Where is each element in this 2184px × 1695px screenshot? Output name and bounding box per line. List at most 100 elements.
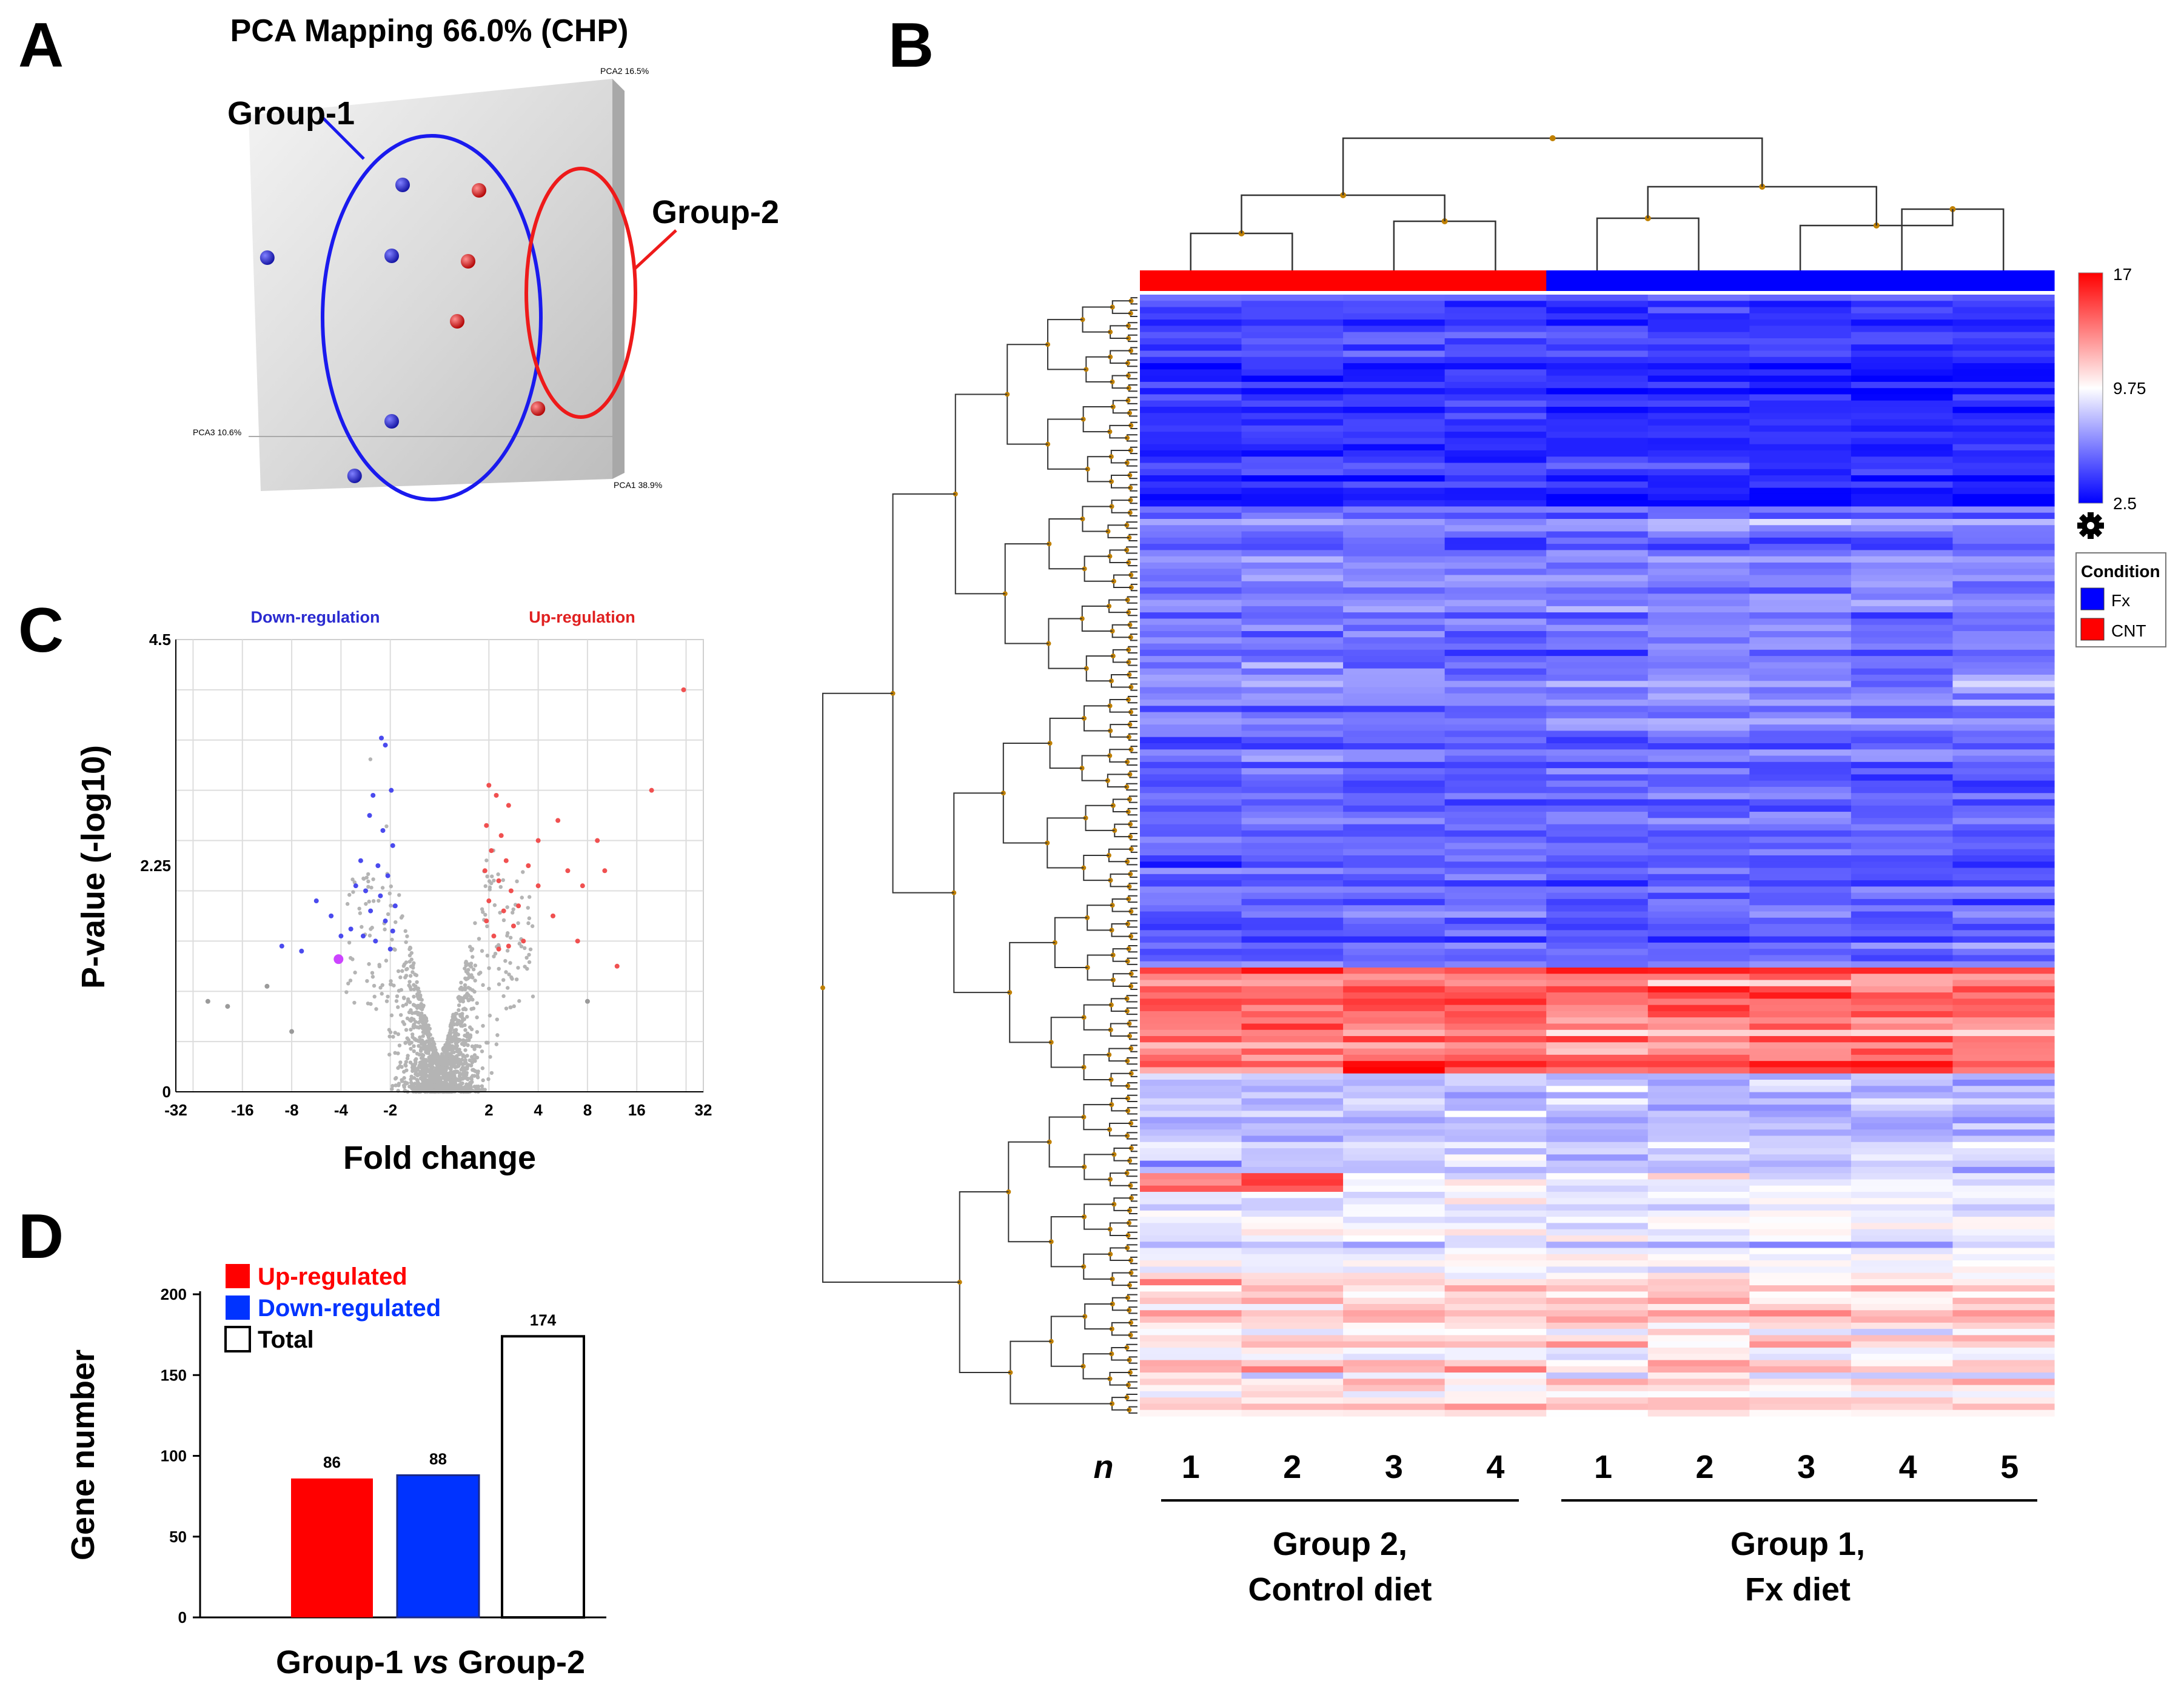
heatmap-cell	[1546, 1329, 1649, 1336]
heatmap-cell	[1343, 562, 1445, 569]
volcano-grey-point	[409, 957, 414, 961]
heatmap-cell	[1851, 500, 1954, 507]
volcano-grey-point	[347, 940, 352, 945]
volcano-grey-point	[437, 1079, 441, 1083]
heatmap-cell	[1444, 799, 1547, 806]
heatmap-cell	[1343, 974, 1445, 981]
gear-icon[interactable]	[2077, 512, 2104, 539]
heatmap-cell	[1851, 1111, 1954, 1118]
heatmap-cell	[1444, 1297, 1547, 1305]
col-dendro-link-d	[1596, 217, 1700, 270]
heatmap-cell	[1952, 388, 2055, 395]
volcano-grey-point	[424, 1051, 429, 1055]
heatmap-cell	[1952, 1409, 2055, 1417]
heatmap-cell	[1851, 519, 1954, 526]
heatmap-cell	[1952, 1360, 2055, 1367]
row-dendro-node	[1128, 846, 1134, 852]
heatmap-cell	[1749, 861, 1852, 869]
row-dendro-node	[1111, 1152, 1117, 1157]
heatmap-cell	[1343, 942, 1445, 949]
volcano-grey-point	[415, 1006, 420, 1010]
heatmap-cell	[1444, 668, 1547, 675]
heatmap-cell	[1444, 1080, 1547, 1086]
heatmap-cell	[1749, 1061, 1852, 1068]
heatmap-cell	[1140, 637, 1242, 644]
sample-label-8: 4	[1899, 1449, 1917, 1485]
heatmap-cell	[1952, 961, 2055, 968]
heatmap-cell	[1546, 456, 1649, 464]
heatmap-cell	[1343, 388, 1445, 395]
heatmap-cell	[1749, 700, 1852, 706]
heatmap-cell	[1952, 519, 2055, 526]
heatmap-cell	[1851, 575, 1954, 582]
heatmap-cell	[1749, 793, 1852, 800]
row-dendro-link	[1111, 1097, 1128, 1112]
heatmap-cell	[1140, 1229, 1242, 1236]
heatmap-cell	[1343, 886, 1445, 894]
heatmap-cell	[1647, 637, 1750, 644]
heatmap-cell	[1241, 1229, 1344, 1236]
heatmap-cell	[1952, 980, 2055, 987]
heatmap-cell	[1140, 1017, 1242, 1025]
heatmap-cell	[1444, 700, 1547, 706]
heatmap-cell	[1851, 1229, 1954, 1236]
heatmap-cell	[1444, 1291, 1547, 1299]
down-regulation-label: Down-regulation	[251, 608, 380, 626]
heatmap-cell	[1140, 949, 1242, 956]
volcano-up-point-25	[496, 946, 501, 952]
heatmap-cell	[1647, 1198, 1750, 1205]
heatmap-cell	[1546, 1335, 1649, 1342]
heatmap-cell	[1546, 425, 1649, 432]
volcano-x-tick-3: -8	[285, 1101, 299, 1119]
heatmap-cell	[1546, 700, 1649, 706]
volcano-grey-point	[463, 1088, 467, 1092]
heatmap-cell	[1851, 1042, 1954, 1049]
volcano-grey-point	[488, 1055, 492, 1059]
heatmap-cell	[1140, 749, 1242, 757]
heatmap-cell	[1749, 1210, 1852, 1217]
group-2-label: Group-2	[652, 194, 779, 230]
sample-label-6: 2	[1696, 1449, 1714, 1485]
heatmap-cell	[1241, 930, 1344, 937]
heatmap-cell	[1343, 911, 1445, 918]
heatmap-cell	[1546, 1204, 1649, 1211]
heatmap-cell	[1851, 649, 1954, 657]
heatmap-cell	[1546, 407, 1649, 413]
group-1-label: Group-1	[227, 95, 355, 132]
heatmap-cell	[1749, 400, 1852, 407]
heatmap-cell	[1140, 1005, 1242, 1012]
heatmap-cell	[1952, 1061, 2055, 1068]
heatmap-cell	[1241, 998, 1344, 1006]
heatmap-cell	[1343, 438, 1445, 445]
heatmap-cell	[1749, 998, 1852, 1006]
heatmap-cell	[1444, 737, 1547, 744]
heatmap-cell	[1241, 730, 1344, 738]
heatmap-cell	[1749, 1266, 1852, 1274]
volcano-grey-point	[515, 879, 519, 884]
heatmap-cell	[1647, 730, 1750, 738]
heatmap-cell	[1749, 1347, 1852, 1354]
heatmap-cell	[1140, 556, 1242, 563]
heatmap-cell	[1140, 886, 1242, 894]
heatmap-cell	[1343, 319, 1445, 326]
heatmap-cell	[1749, 1291, 1852, 1299]
heatmap-cell	[1952, 407, 2055, 413]
pca2-axis-label: PCA2 16.5%	[600, 66, 649, 76]
heatmap-cell	[1241, 1198, 1344, 1205]
heatmap-cell	[1952, 1166, 2055, 1174]
heatmap-cell	[1241, 525, 1344, 532]
heatmap-cell	[1546, 1403, 1649, 1411]
heatmap-cell	[1749, 830, 1852, 837]
heatmap-cell	[1647, 961, 1750, 968]
heatmap-cell	[1749, 332, 1852, 339]
heatmap-cell	[1444, 942, 1547, 949]
heatmap-cell	[1343, 1354, 1445, 1361]
heatmap-cell	[1851, 369, 1954, 376]
volcano-grey-point	[472, 1053, 477, 1057]
row-dendro-node	[1128, 983, 1134, 989]
heatmap-cell	[1647, 1248, 1750, 1255]
heatmap-cell	[1546, 1185, 1649, 1192]
volcano-grey-point	[436, 1083, 440, 1088]
heatmap-cell	[1546, 350, 1649, 358]
heatmap-cell	[1647, 1329, 1750, 1336]
